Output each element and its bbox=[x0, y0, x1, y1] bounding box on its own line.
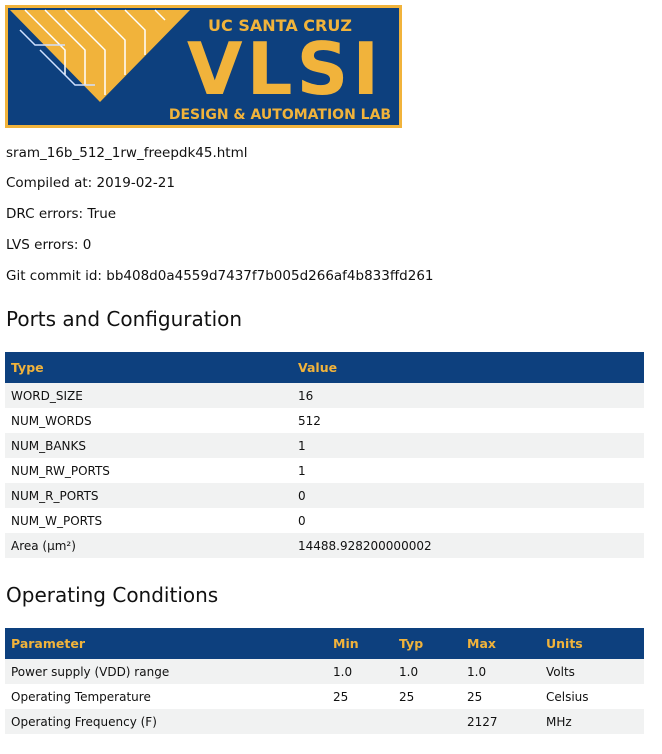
col-parameter: Parameter bbox=[5, 628, 327, 659]
conditions-table: Parameter Min Typ Max Units Power supply… bbox=[5, 628, 644, 734]
table-cell: 1.0 bbox=[467, 664, 487, 679]
col-units: Units bbox=[540, 628, 644, 659]
table-row: NUM_RW_PORTS 1 bbox=[5, 458, 644, 483]
table-row: Area (µm²) 14488.928200000002 bbox=[5, 533, 644, 558]
ports-heading: Ports and Configuration bbox=[6, 307, 243, 331]
col-value: Value bbox=[292, 352, 644, 383]
compiled-at: Compiled at: 2019-02-21 bbox=[6, 175, 175, 191]
table-cell: Operating Frequency (F) bbox=[11, 714, 157, 729]
vlsi-lab-logo: UC SANTA CRUZ VLSI DESIGN & AUTOMATION L… bbox=[5, 5, 402, 128]
table-cell: 14488.928200000002 bbox=[298, 538, 432, 553]
table-cell: WORD_SIZE bbox=[11, 388, 83, 403]
logo-main-text: VLSI bbox=[187, 27, 383, 111]
col-typ: Typ bbox=[393, 628, 461, 659]
table-cell: 1.0 bbox=[399, 664, 419, 679]
table-cell: Operating Temperature bbox=[11, 689, 151, 704]
table-row: WORD_SIZE 16 bbox=[5, 383, 644, 408]
col-type: Type bbox=[5, 352, 292, 383]
logo-top-text: UC SANTA CRUZ bbox=[208, 16, 352, 35]
table-cell: NUM_W_PORTS bbox=[11, 513, 103, 528]
table-cell: Power supply (VDD) range bbox=[11, 664, 170, 679]
filename: sram_16b_512_1rw_freepdk45.html bbox=[6, 145, 248, 161]
table-cell: 0 bbox=[298, 513, 306, 528]
drc-errors: DRC errors: True bbox=[6, 206, 117, 222]
table-cell: 2127 bbox=[467, 714, 498, 729]
table-cell: Area (µm²) bbox=[11, 538, 76, 553]
logo-bottom-text: DESIGN & AUTOMATION LAB bbox=[169, 107, 391, 123]
table-row: NUM_WORDS 512 bbox=[5, 408, 644, 433]
table-cell: MHz bbox=[546, 714, 572, 729]
table-row: Operating Frequency (F) 2127 MHz bbox=[5, 709, 644, 734]
table-cell: 25 bbox=[333, 689, 349, 704]
table-cell bbox=[393, 709, 461, 734]
table-cell: NUM_BANKS bbox=[11, 438, 87, 453]
table-row: NUM_W_PORTS 0 bbox=[5, 508, 644, 533]
table-row: NUM_BANKS 1 bbox=[5, 433, 644, 458]
col-max: Max bbox=[461, 628, 540, 659]
table-cell: 25 bbox=[399, 689, 415, 704]
table-row: NUM_R_PORTS 0 bbox=[5, 483, 644, 508]
lvs-errors: LVS errors: 0 bbox=[6, 237, 92, 253]
table-cell: 0 bbox=[298, 488, 306, 503]
table-cell: NUM_RW_PORTS bbox=[11, 463, 110, 478]
table-cell: 1.0 bbox=[333, 664, 353, 679]
table-cell: NUM_WORDS bbox=[11, 413, 92, 428]
table-cell: Volts bbox=[546, 664, 575, 679]
table-cell: 25 bbox=[467, 689, 483, 704]
table-cell: 1 bbox=[298, 463, 306, 478]
col-min: Min bbox=[327, 628, 393, 659]
conditions-heading: Operating Conditions bbox=[6, 583, 219, 607]
table-cell: 512 bbox=[298, 413, 321, 428]
table-cell: NUM_R_PORTS bbox=[11, 488, 99, 503]
ports-table: Type Value WORD_SIZE 16 NUM_WORDS 512 NUM_BA… bbox=[5, 352, 644, 558]
table-cell: 16 bbox=[298, 388, 314, 403]
git-commit: Git commit id: bb408d0a4559d7437f7b005d2… bbox=[6, 268, 434, 284]
table-row: Operating Temperature 25 25 25 Celsius bbox=[5, 684, 644, 709]
table-row: Power supply (VDD) range 1.0 1.0 1.0 Volts bbox=[5, 659, 644, 684]
table-cell: Celsius bbox=[546, 689, 589, 704]
table-cell bbox=[327, 709, 393, 734]
table-cell: 1 bbox=[298, 438, 306, 453]
